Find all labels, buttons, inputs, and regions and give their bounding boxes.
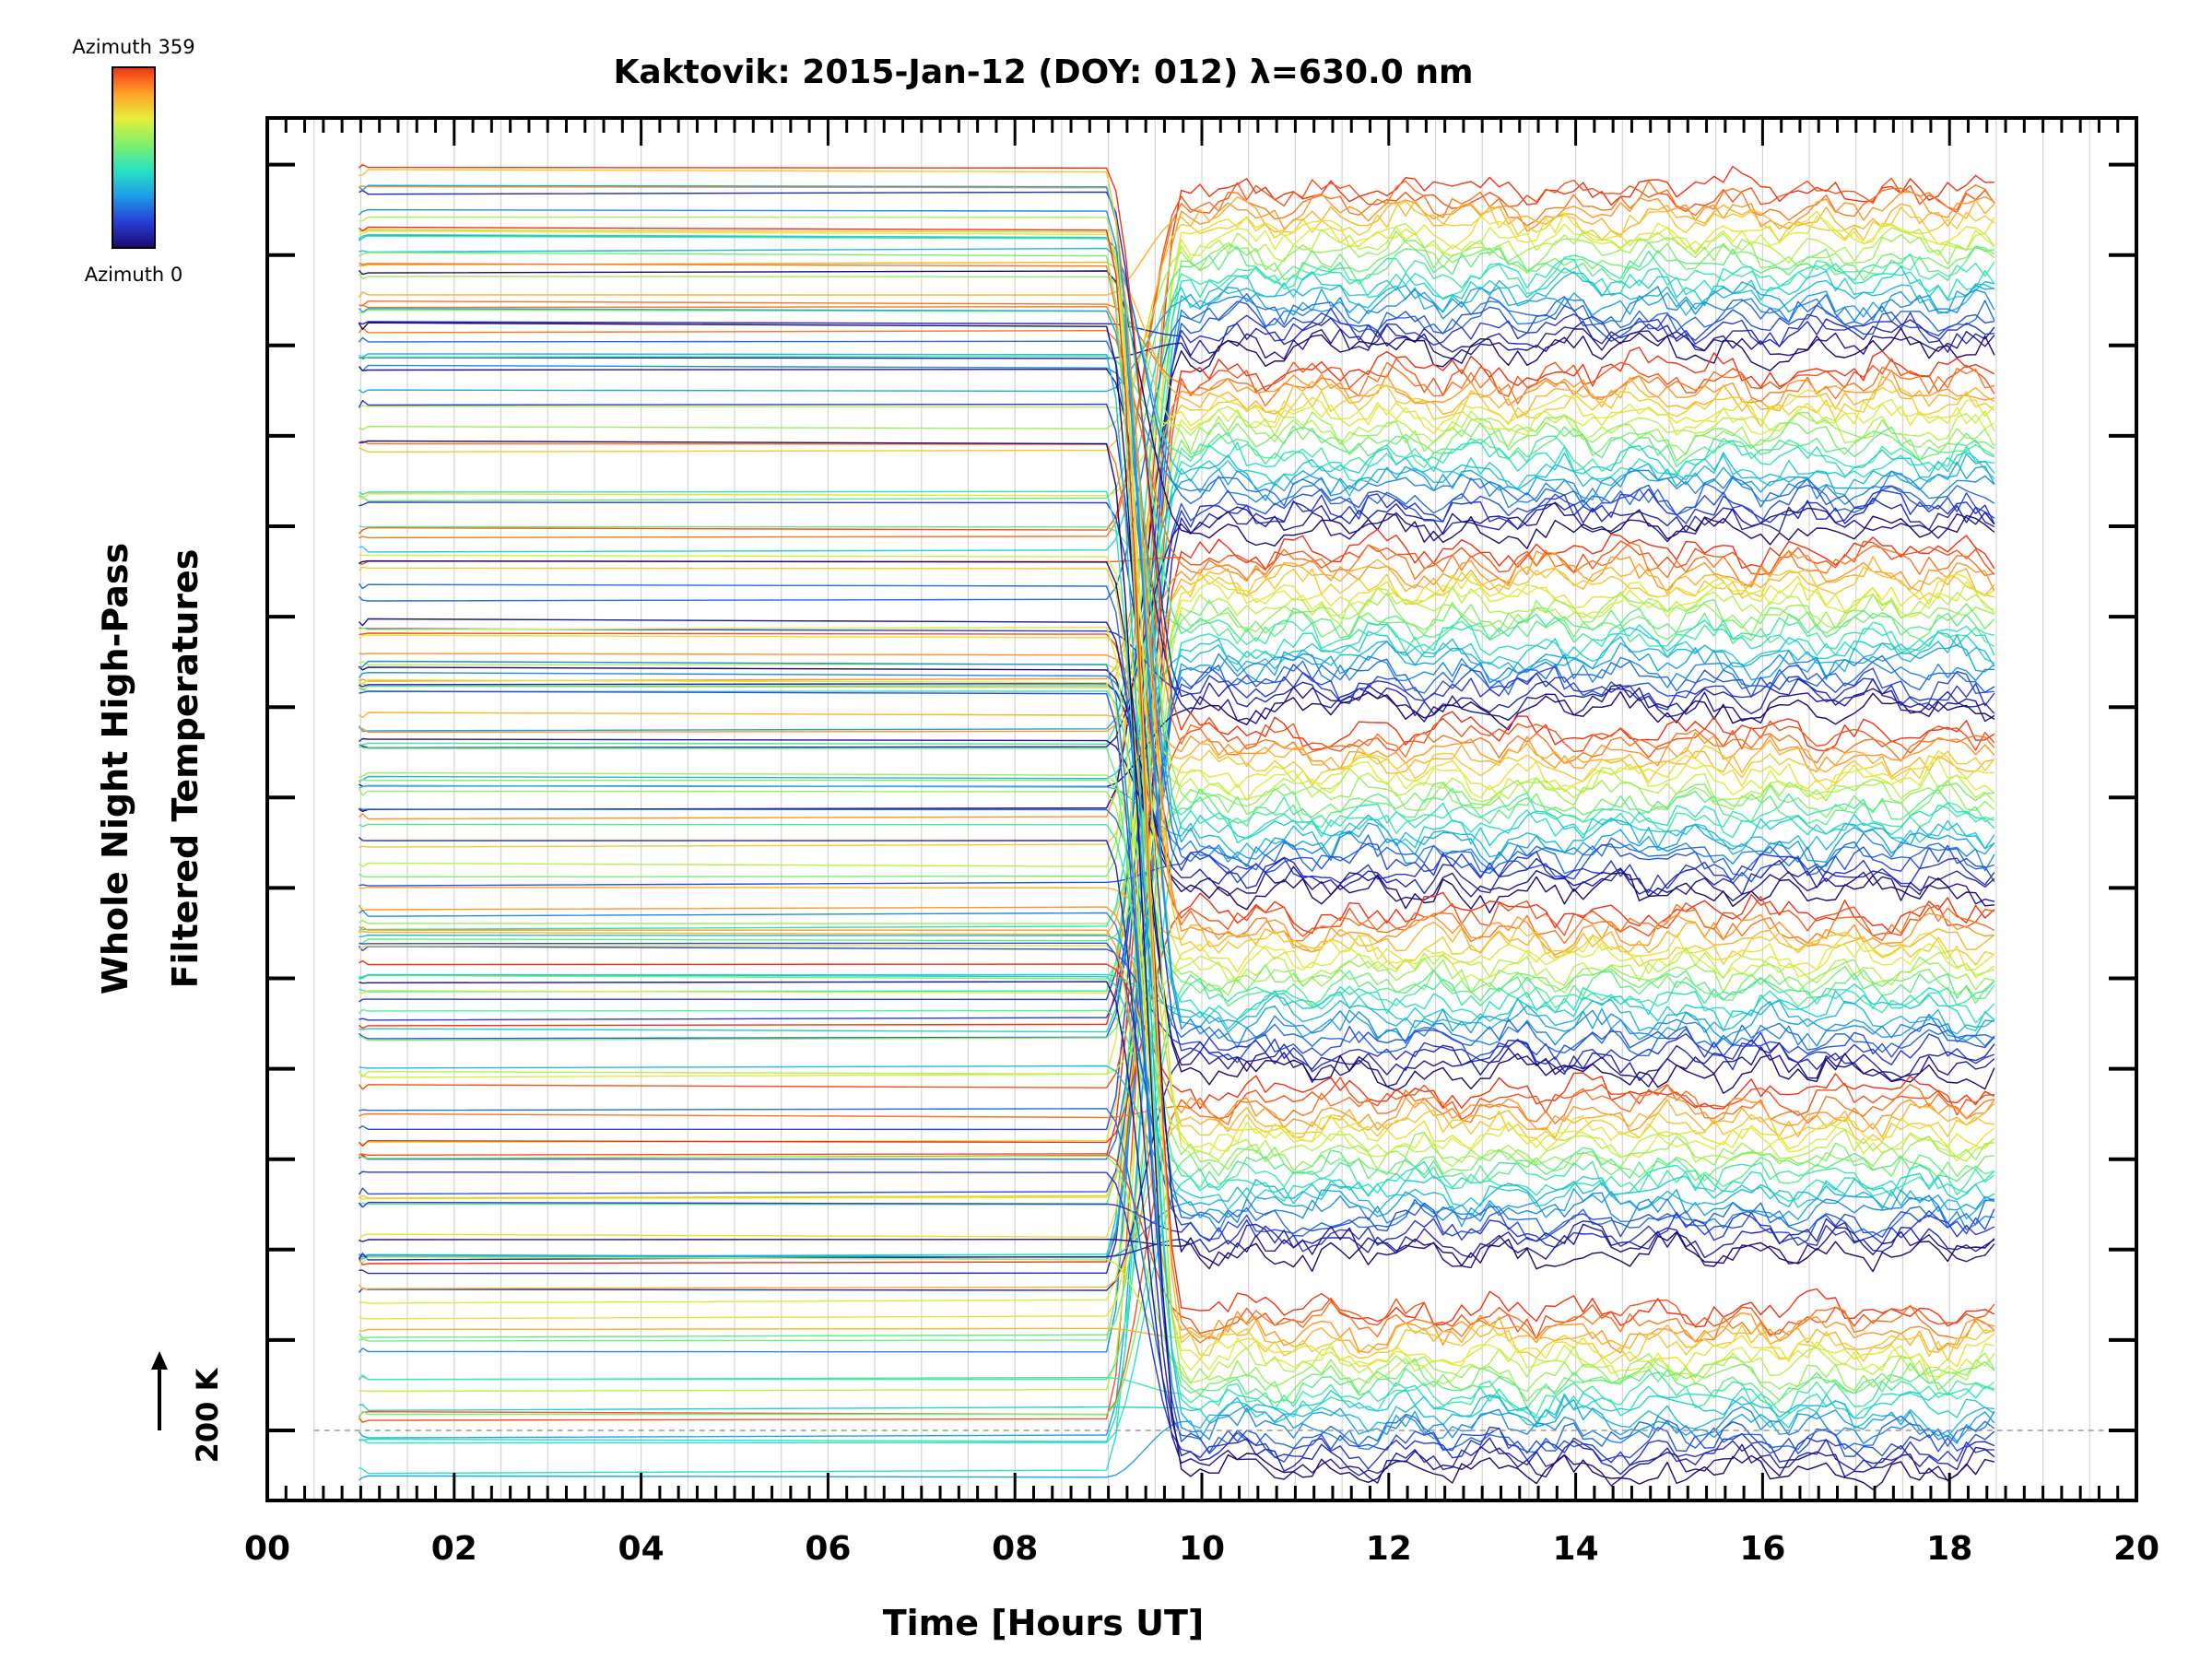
- x-tick-label: 04: [618, 1530, 665, 1568]
- x-tick-label: 20: [2113, 1530, 2159, 1568]
- legend-top-label: Azimuth 359: [72, 36, 194, 58]
- x-tick-label: 16: [1739, 1530, 1785, 1568]
- x-tick-label: 12: [1366, 1530, 1412, 1568]
- legend-colorbar: [112, 67, 155, 248]
- x-tick-label: 08: [992, 1530, 1038, 1568]
- x-tick-label: 10: [1179, 1530, 1225, 1568]
- legend-bottom-label: Azimuth 0: [85, 264, 183, 286]
- x-tick-label: 02: [431, 1530, 477, 1568]
- x-tick-label: 18: [1926, 1530, 1972, 1568]
- y-axis-label-line-1: Whole Night High-Pass: [95, 543, 135, 994]
- x-axis-label: Time [Hours UT]: [883, 1603, 1205, 1643]
- x-tick-label: 06: [805, 1530, 851, 1568]
- y-axis-label-line-2: Filtered Temperatures: [165, 549, 206, 989]
- chart-title: Kaktovik: 2015-Jan-12 (DOY: 012) λ=630.0…: [614, 53, 1474, 91]
- x-tick-label: 00: [244, 1530, 290, 1568]
- x-tick-label: 14: [1553, 1530, 1599, 1568]
- scale-bar-label: 200 K: [190, 1367, 225, 1463]
